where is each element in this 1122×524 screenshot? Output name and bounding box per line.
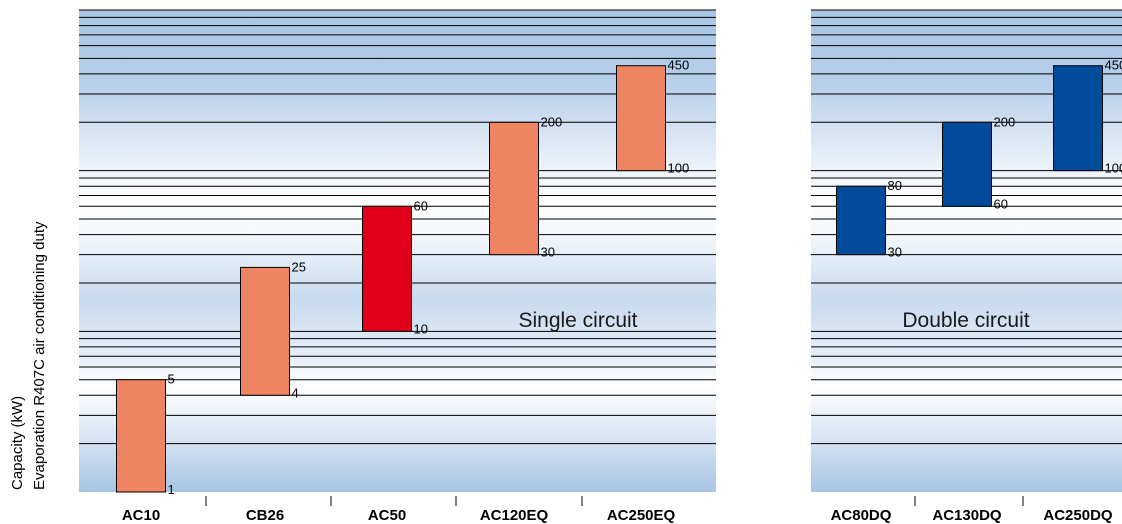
category-label: CB26 bbox=[246, 507, 284, 524]
range-low-label: 4 bbox=[292, 385, 299, 400]
range-bar bbox=[116, 379, 166, 493]
category-label: AC10 bbox=[122, 507, 160, 524]
range-low-label: 10 bbox=[414, 321, 428, 336]
range-high-label: 450 bbox=[1105, 58, 1122, 73]
range-low-label: 60 bbox=[994, 196, 1008, 211]
range-high-label: 5 bbox=[168, 372, 175, 387]
range-low-label: 100 bbox=[668, 161, 690, 176]
range-bar bbox=[616, 65, 666, 172]
category-label: AC130DQ bbox=[932, 507, 1002, 524]
range-bar bbox=[489, 121, 539, 256]
category-label: AC250EQ bbox=[607, 507, 676, 524]
range-bar bbox=[362, 205, 412, 332]
y-axis-label: Capacity (kW) Evaporation R407C air cond… bbox=[9, 221, 48, 490]
category-label: AC120EQ bbox=[480, 507, 549, 524]
category-label: AC250DQ bbox=[1043, 507, 1113, 524]
range-high-label: 25 bbox=[292, 259, 306, 274]
range-high-label: 200 bbox=[541, 114, 563, 129]
panel-title-double: Double circuit bbox=[902, 309, 1029, 332]
y-axis-label-line-2: Evaporation R407C air conditioning duty bbox=[31, 221, 48, 490]
range-high-label: 450 bbox=[668, 58, 690, 73]
range-low-label: 30 bbox=[888, 245, 902, 260]
y-axis-label-line-1: Capacity (kW) bbox=[9, 396, 26, 490]
range-low-label: 30 bbox=[541, 245, 555, 260]
range-high-label: 200 bbox=[994, 114, 1016, 129]
range-low-label: 100 bbox=[1105, 161, 1122, 176]
range-bar bbox=[240, 266, 290, 396]
panel-double-circuit: 80 30 AC80DQ 200 60 AC130DQ 450 100 AC250DQ bbox=[811, 9, 1122, 524]
panel-title-single: Single circuit bbox=[518, 309, 637, 332]
category-label: AC80DQ bbox=[831, 507, 892, 524]
range-bar bbox=[942, 121, 992, 207]
range-bar bbox=[1053, 65, 1103, 172]
range-high-label: 80 bbox=[888, 178, 902, 193]
range-low-label: 1 bbox=[168, 482, 175, 497]
category-label: AC50 bbox=[368, 507, 406, 524]
panel-single-circuit: 5 1 AC10 25 4 CB26 60 10 AC50 200 30 AC120EQ 450 100 A… bbox=[79, 9, 716, 524]
range-bar bbox=[836, 185, 886, 256]
range-high-label: 60 bbox=[414, 198, 428, 213]
